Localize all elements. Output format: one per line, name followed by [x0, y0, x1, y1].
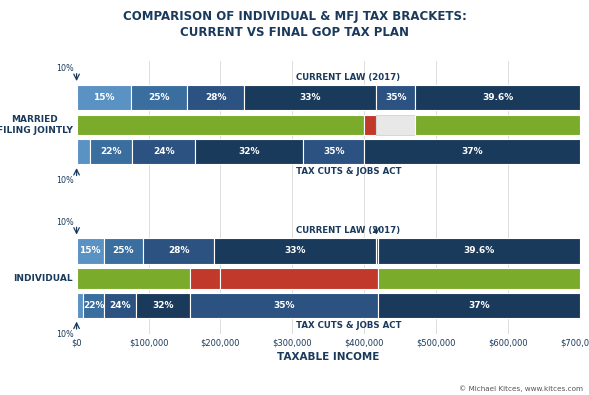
Bar [77, 115, 365, 135]
Text: 28%: 28% [205, 93, 226, 102]
Bar [104, 293, 136, 318]
Text: 10%: 10% [56, 176, 74, 185]
Bar [220, 268, 378, 289]
Text: TAX CUTS & JOBS ACT: TAX CUTS & JOBS ACT [296, 321, 401, 330]
Text: 39.6%: 39.6% [482, 93, 513, 102]
Bar [378, 268, 580, 289]
Text: 32%: 32% [152, 301, 174, 310]
Bar [84, 293, 104, 318]
Text: TAX CUTS & JOBS ACT: TAX CUTS & JOBS ACT [296, 167, 401, 176]
Text: CURRENT LAW (2017): CURRENT LAW (2017) [296, 226, 401, 235]
Text: 32%: 32% [239, 147, 260, 156]
Bar [77, 268, 190, 289]
Text: 24%: 24% [110, 301, 131, 310]
Text: 35%: 35% [323, 147, 345, 156]
Bar [133, 139, 196, 164]
Text: 10%: 10% [56, 330, 74, 339]
Text: 24%: 24% [153, 147, 174, 156]
Text: 37%: 37% [468, 301, 489, 310]
Bar [104, 238, 143, 263]
Bar [131, 85, 187, 110]
Bar [376, 85, 415, 110]
Text: 37%: 37% [461, 147, 483, 156]
Bar [77, 238, 104, 263]
Bar [77, 293, 84, 318]
Bar [90, 139, 133, 164]
Bar [303, 139, 365, 164]
Text: CURRENT LAW (2017): CURRENT LAW (2017) [296, 73, 401, 82]
Bar [376, 115, 415, 135]
Text: COMPARISON OF INDIVIDUAL & MFJ TAX BRACKETS:
CURRENT VS FINAL GOP TAX PLAN: COMPARISON OF INDIVIDUAL & MFJ TAX BRACK… [123, 10, 466, 40]
Text: 22%: 22% [101, 147, 122, 156]
Text: 10%: 10% [56, 218, 74, 227]
Bar [214, 238, 376, 263]
Bar [378, 238, 580, 263]
Text: 25%: 25% [148, 93, 170, 102]
Bar [415, 85, 580, 110]
Text: 35%: 35% [273, 301, 294, 310]
Bar [415, 115, 580, 135]
Text: 39.6%: 39.6% [463, 246, 495, 255]
Text: 10%: 10% [56, 64, 74, 73]
Text: 33%: 33% [284, 246, 306, 255]
Bar [244, 85, 376, 110]
Bar [136, 293, 190, 318]
Text: 15%: 15% [93, 93, 115, 102]
Bar [77, 139, 90, 164]
Text: 35%: 35% [385, 93, 406, 102]
Text: 28%: 28% [168, 246, 189, 255]
Text: © Michael Kitces, www.kitces.com: © Michael Kitces, www.kitces.com [459, 385, 583, 392]
Bar [190, 293, 378, 318]
Bar [190, 268, 220, 289]
Bar [77, 85, 131, 110]
Text: 15%: 15% [80, 246, 101, 255]
Bar [196, 139, 303, 164]
Bar [376, 238, 378, 263]
Bar [187, 85, 244, 110]
Text: 25%: 25% [112, 246, 134, 255]
Bar [365, 115, 376, 135]
Bar [143, 238, 214, 263]
Text: 33%: 33% [300, 93, 321, 102]
Text: 22%: 22% [83, 301, 105, 310]
Bar [378, 293, 580, 318]
X-axis label: TAXABLE INCOME: TAXABLE INCOME [277, 352, 379, 362]
Bar [365, 139, 580, 164]
